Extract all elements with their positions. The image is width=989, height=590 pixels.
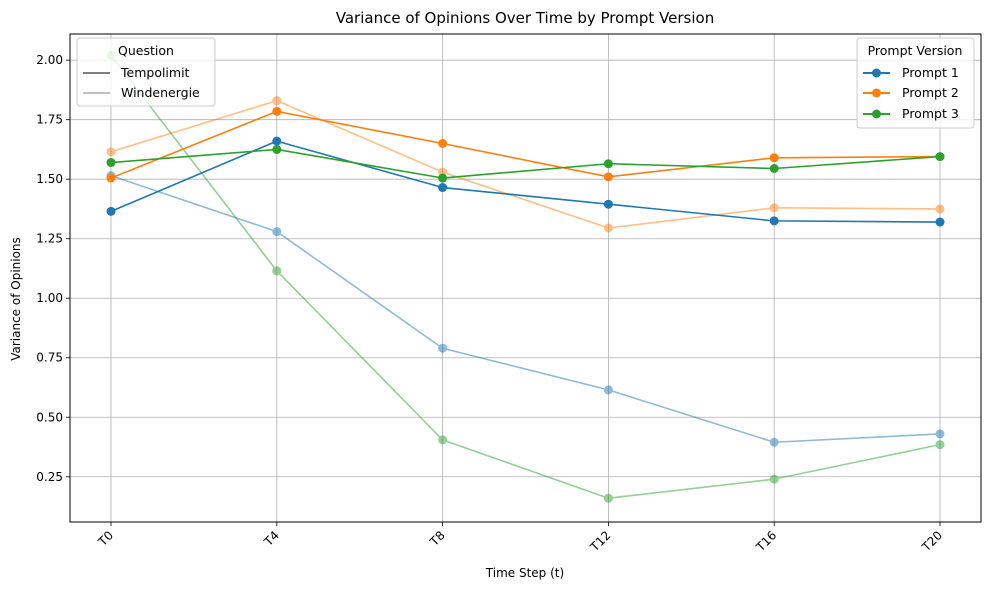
series-prompt-3-windenergie: [106, 50, 945, 503]
x-axis-label: Time Step (t): [485, 566, 564, 580]
data-point: [603, 493, 613, 503]
x-tick-label: T0: [95, 528, 116, 549]
data-point: [935, 440, 945, 450]
data-point: [272, 144, 282, 154]
legend-prompt-label-0: Prompt 1: [902, 65, 959, 80]
x-tick-label: T16: [753, 528, 780, 555]
legend-question: Question Tempolimit Windenergie: [76, 37, 216, 107]
data-point: [106, 173, 116, 183]
legend-prompt: Prompt Version Prompt 1 Prompt 2 Prompt …: [856, 37, 975, 129]
y-tick-label: 1.25: [36, 232, 63, 246]
data-point: [935, 152, 945, 162]
y-axis-label: Variance of Opinions: [9, 237, 23, 361]
data-point: [272, 136, 282, 146]
x-tick-label: T4: [261, 528, 282, 549]
y-tick-label: 0.75: [36, 351, 63, 365]
data-point: [438, 173, 448, 183]
data-point: [769, 203, 779, 213]
data-point: [603, 385, 613, 395]
legend-prompt-label-1: Prompt 2: [902, 85, 959, 100]
legend-prompt-marker-0: [872, 68, 881, 78]
series-layer: [106, 50, 945, 503]
series-prompt-3-tempolimit: [106, 144, 945, 183]
data-point: [935, 217, 945, 227]
data-point: [769, 216, 779, 226]
x-tick-label: T8: [427, 528, 448, 549]
data-point: [603, 159, 613, 169]
data-point: [272, 106, 282, 116]
x-tick-label: T12: [587, 528, 614, 555]
y-tick-label: 1.75: [36, 113, 63, 127]
legend-prompt-marker-1: [872, 88, 881, 98]
data-point: [769, 474, 779, 484]
data-point: [603, 172, 613, 182]
y-tick-label: 1.00: [36, 291, 63, 305]
series-line: [110, 54, 941, 499]
legend-question-label-1: Windenergie: [121, 85, 200, 100]
series-prompt-1-tempolimit: [106, 136, 945, 227]
data-point: [603, 199, 613, 209]
y-tick-label: 0.25: [36, 470, 63, 484]
y-axis-ticks: 0.25 0.50 0.75 1.00 1.25 1.50 1.75 2.00: [36, 53, 70, 484]
data-point: [106, 206, 116, 216]
y-tick-label: 0.50: [36, 410, 63, 424]
legend-prompt-box: [856, 37, 975, 129]
x-axis-ticks: T0 T4 T8 T12 T16 T20: [95, 522, 945, 555]
data-point: [438, 343, 448, 353]
series-line: [110, 174, 941, 444]
data-point: [106, 158, 116, 168]
legend-question-box: [76, 37, 216, 107]
data-point: [769, 153, 779, 163]
legend-prompt-label-2: Prompt 3: [902, 106, 959, 121]
chart-title: Variance of Opinions Over Time by Prompt…: [336, 9, 714, 27]
data-point: [272, 227, 282, 237]
series-line: [110, 140, 941, 223]
series-line: [110, 99, 941, 229]
data-point: [935, 429, 945, 439]
data-point: [603, 223, 613, 233]
y-tick-label: 1.50: [36, 172, 63, 186]
data-point: [438, 139, 448, 149]
data-point: [769, 163, 779, 173]
plot-area-frame: [69, 33, 982, 523]
series-line: [110, 110, 941, 179]
data-point: [769, 437, 779, 447]
x-tick-label: T20: [919, 528, 946, 555]
data-point: [438, 183, 448, 193]
data-point: [272, 266, 282, 276]
legend-question-title: Question: [118, 43, 174, 58]
data-point: [106, 147, 116, 157]
y-tick-label: 2.00: [36, 53, 63, 67]
legend-prompt-marker-2: [872, 109, 881, 119]
data-point: [438, 435, 448, 445]
legend-question-label-0: Tempolimit: [120, 65, 190, 80]
data-point: [935, 204, 945, 214]
grid: [70, 34, 981, 522]
legend-prompt-title: Prompt Version: [868, 43, 963, 58]
data-point: [272, 96, 282, 106]
series-line: [110, 148, 941, 179]
